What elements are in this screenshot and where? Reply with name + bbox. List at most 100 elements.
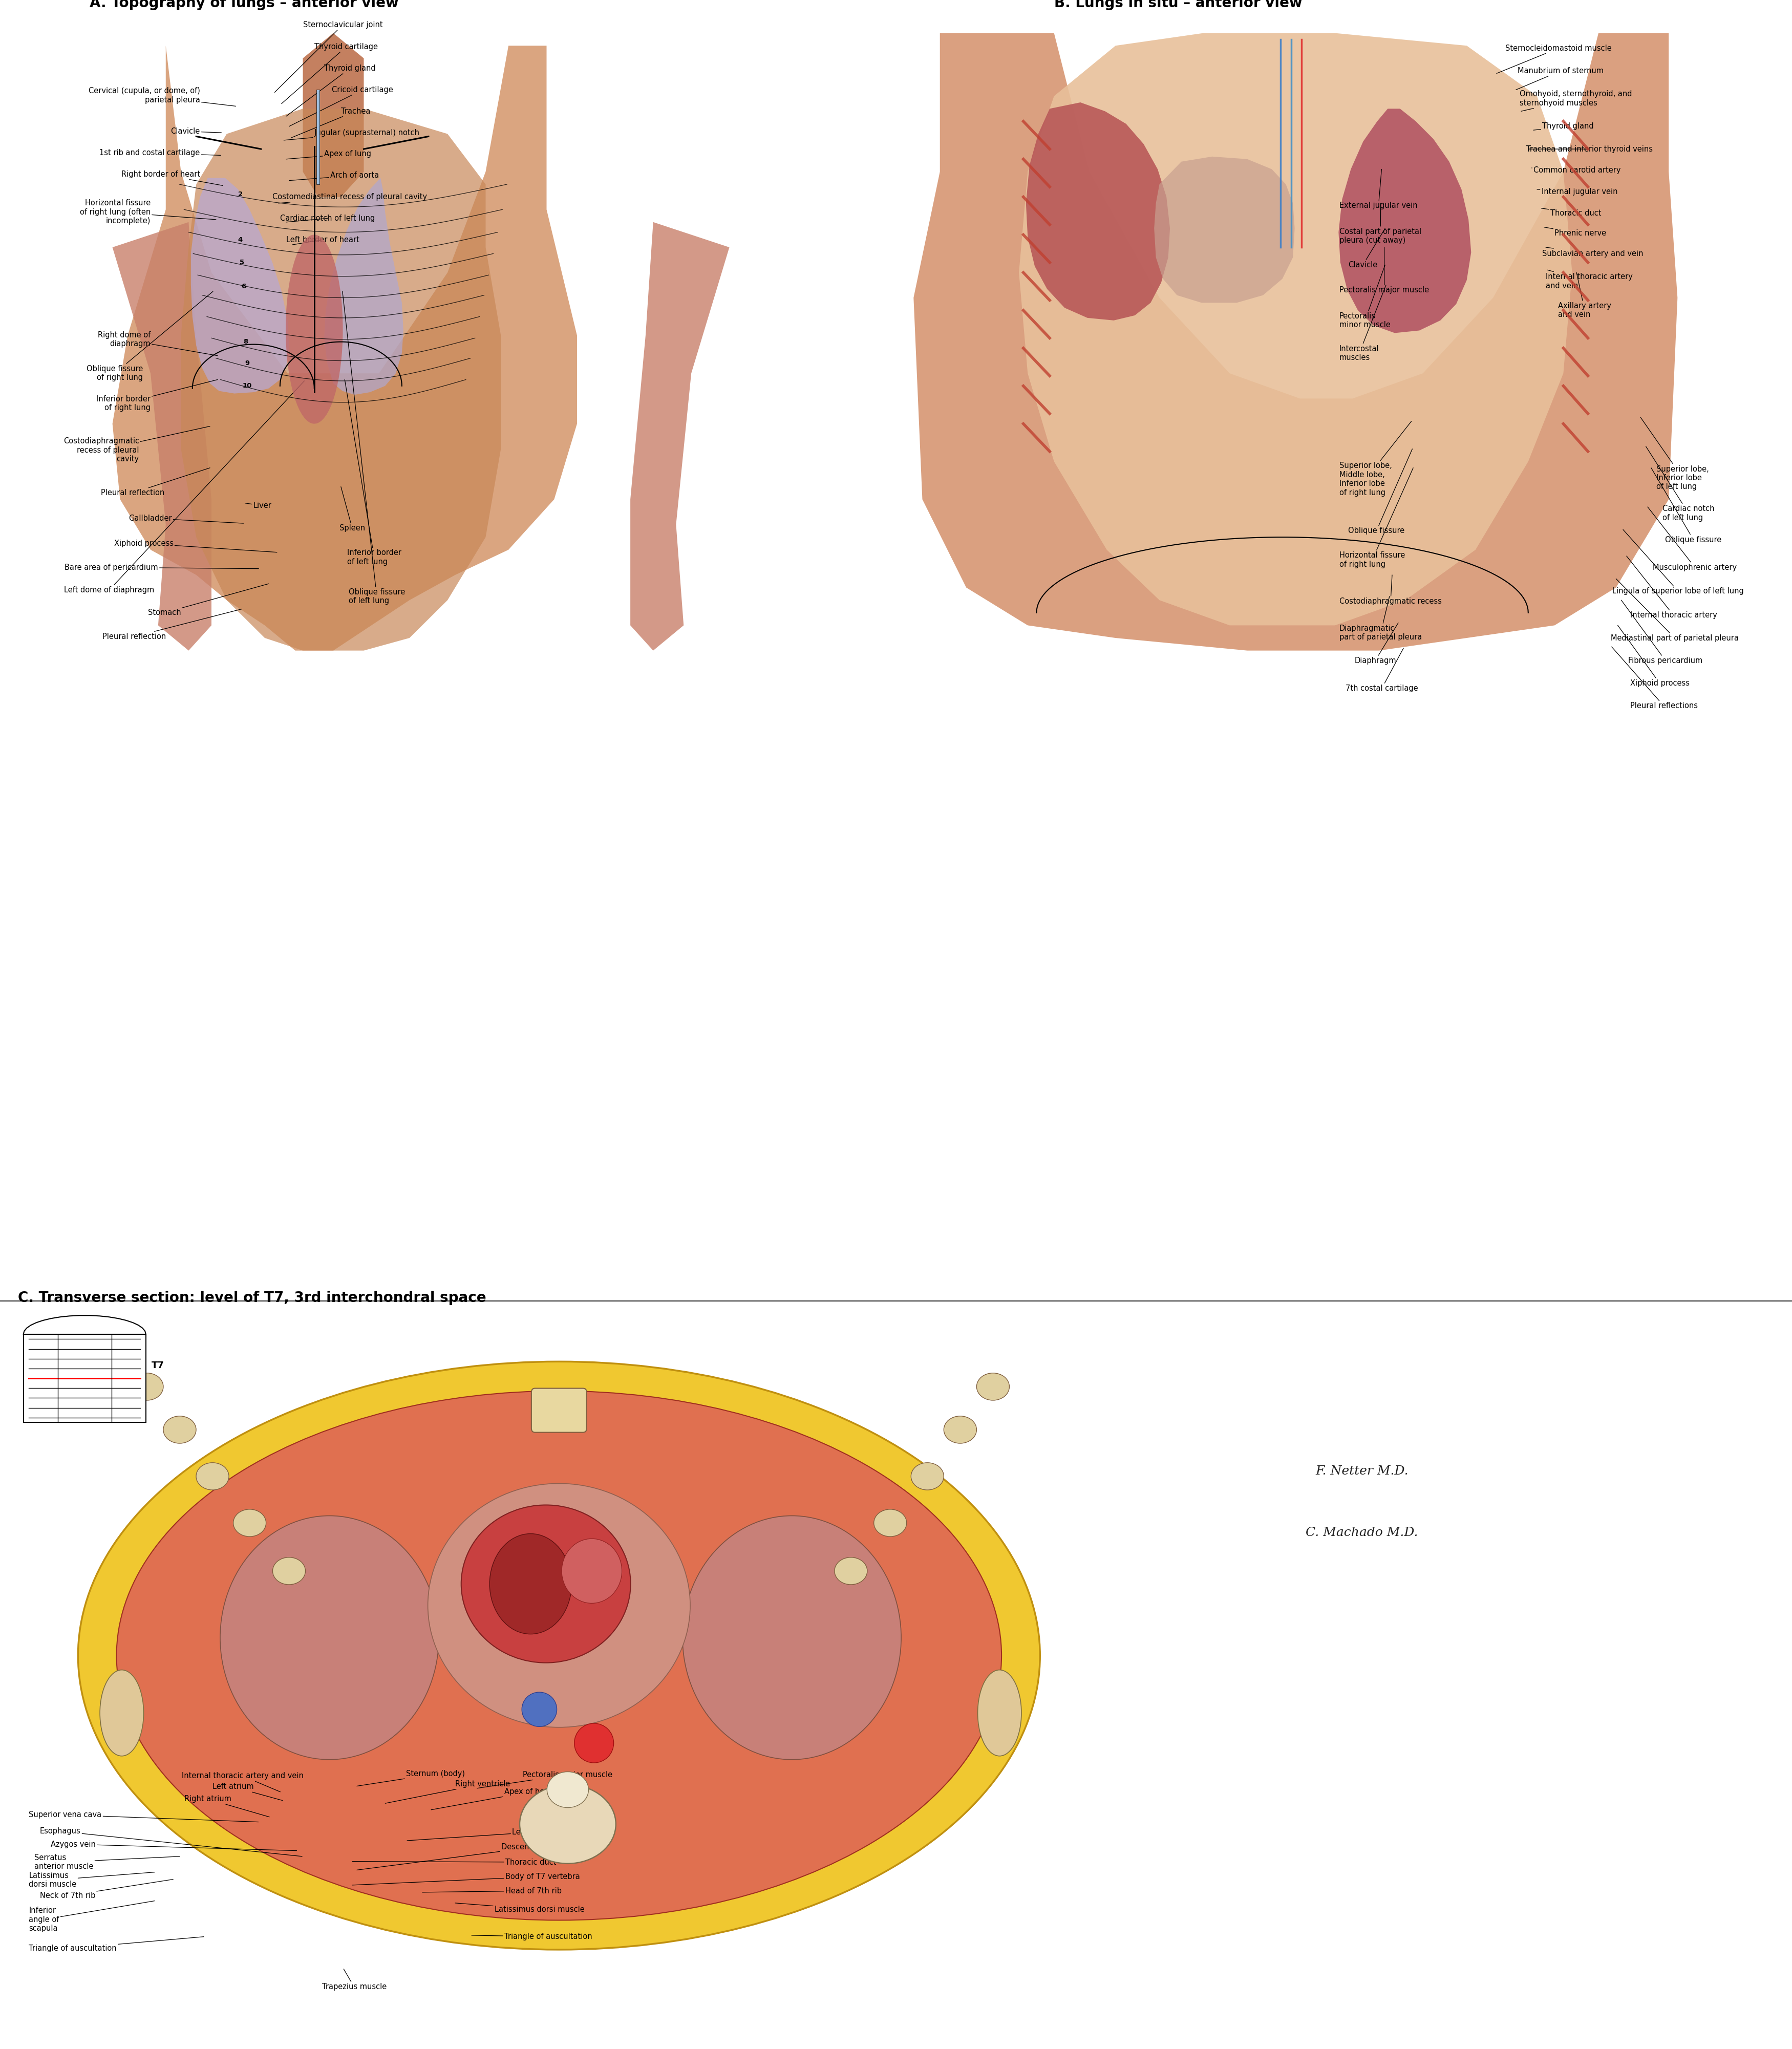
Text: F. Netter M.D.: F. Netter M.D. (1315, 1465, 1409, 1477)
Text: A. Topography of lungs – anterior view: A. Topography of lungs – anterior view (90, 0, 398, 10)
Text: C. Machado M.D.: C. Machado M.D. (1306, 1527, 1417, 1539)
Text: 5: 5 (240, 258, 244, 266)
Bar (317, 90, 319, 184)
Text: Pectoralis
minor muscle: Pectoralis minor muscle (1339, 264, 1391, 328)
Text: Bare area of pericardium: Bare area of pericardium (65, 563, 258, 572)
Ellipse shape (835, 1557, 867, 1584)
Text: 10: 10 (242, 383, 253, 389)
Text: Internal thoracic artery: Internal thoracic artery (1627, 555, 1717, 619)
Text: Common carotid artery: Common carotid artery (1532, 166, 1620, 174)
Text: Costal part of parietal
pleura (cut away): Costal part of parietal pleura (cut away… (1339, 203, 1421, 244)
Polygon shape (113, 221, 211, 652)
Text: Superior vena cava: Superior vena cava (29, 1811, 258, 1822)
Text: 7th costal cartilage: 7th costal cartilage (1346, 647, 1417, 693)
Ellipse shape (944, 1416, 977, 1442)
Polygon shape (303, 33, 364, 197)
Text: 6: 6 (242, 283, 246, 289)
Text: External jugular vein: External jugular vein (1339, 170, 1417, 209)
Text: Xiphoid process: Xiphoid process (115, 539, 278, 553)
Text: Diaphragmatic
part of parietal pleura: Diaphragmatic part of parietal pleura (1339, 596, 1423, 641)
Text: Internal thoracic artery
and vein: Internal thoracic artery and vein (1546, 270, 1633, 289)
Text: Trachea and inferior thyroid veins: Trachea and inferior thyroid veins (1527, 145, 1652, 154)
Ellipse shape (683, 1516, 901, 1760)
Text: Horizontal fissure
of right lung: Horizontal fissure of right lung (1339, 467, 1414, 568)
Text: Cervical (cupula, or dome, of)
parietal pleura: Cervical (cupula, or dome, of) parietal … (88, 88, 237, 107)
Text: Thyroid gland: Thyroid gland (1534, 123, 1593, 131)
Text: Latissimus
dorsi muscle: Latissimus dorsi muscle (29, 1873, 154, 1889)
Text: Neck of 7th rib: Neck of 7th rib (39, 1879, 174, 1899)
Text: Pectoralis major muscle: Pectoralis major muscle (1339, 248, 1428, 293)
Text: Body of T7 vertebra: Body of T7 vertebra (353, 1873, 581, 1885)
Ellipse shape (79, 1361, 1039, 1951)
Text: Stomach: Stomach (149, 584, 269, 617)
Ellipse shape (116, 1391, 1002, 1920)
Text: 1st rib and costal cartilage: 1st rib and costal cartilage (100, 150, 220, 156)
Text: Superior lobe,
Inferior lobe
of left lung: Superior lobe, Inferior lobe of left lun… (1641, 418, 1710, 490)
Text: Sternocleidomastoid muscle: Sternocleidomastoid muscle (1496, 45, 1611, 74)
Ellipse shape (272, 1557, 305, 1584)
Text: B. Lungs in situ – anterior view: B. Lungs in situ – anterior view (1054, 0, 1303, 10)
Text: Trachea: Trachea (292, 107, 371, 137)
Ellipse shape (461, 1504, 631, 1664)
Text: Lingula of superior lobe of left lung: Lingula of superior lobe of left lung (1613, 529, 1744, 594)
Text: Subclavian artery and vein: Subclavian artery and vein (1543, 248, 1643, 258)
Polygon shape (1339, 109, 1471, 334)
Text: 8: 8 (244, 338, 247, 344)
Text: Internal jugular vein: Internal jugular vein (1538, 189, 1618, 197)
Text: Horizontal fissure
of right lung (often
incomplete): Horizontal fissure of right lung (often … (81, 199, 217, 225)
Text: Left ventricle: Left ventricle (407, 1828, 561, 1840)
Text: Latissimus dorsi muscle: Latissimus dorsi muscle (455, 1904, 584, 1914)
Text: Thoracic duct: Thoracic duct (1541, 209, 1600, 217)
Text: Azygos vein: Azygos vein (50, 1840, 297, 1850)
Text: Inferior
angle of
scapula: Inferior angle of scapula (29, 1901, 154, 1932)
Ellipse shape (428, 1483, 690, 1727)
Text: Pleural reflection: Pleural reflection (102, 609, 242, 641)
Ellipse shape (910, 1463, 944, 1490)
Text: Left dome of diaphragm: Left dome of diaphragm (65, 381, 305, 594)
Text: Head of 7th rib: Head of 7th rib (423, 1887, 561, 1895)
Text: 4: 4 (238, 236, 242, 244)
Text: Thyroid gland: Thyroid gland (287, 64, 376, 117)
Text: Clavicle: Clavicle (170, 127, 222, 135)
Text: Diaphragm: Diaphragm (1355, 623, 1398, 664)
Polygon shape (181, 109, 502, 652)
Text: Cricoid cartilage: Cricoid cartilage (289, 86, 392, 127)
Text: Omohyoid, sternothyroid, and
sternohyoid muscles: Omohyoid, sternothyroid, and sternohyoid… (1520, 90, 1633, 111)
Text: Oblique fissure: Oblique fissure (1348, 449, 1412, 535)
Text: Triangle of auscultation: Triangle of auscultation (29, 1936, 204, 1953)
Text: Left border of heart: Left border of heart (287, 236, 358, 244)
Ellipse shape (561, 1539, 622, 1602)
Text: Pectoralis major muscle: Pectoralis major muscle (477, 1770, 613, 1789)
Text: Costodiaphragmatic recess: Costodiaphragmatic recess (1339, 576, 1443, 604)
Text: Sternum (body): Sternum (body) (357, 1770, 464, 1787)
Ellipse shape (547, 1772, 588, 1807)
Text: Fibrous pericardium: Fibrous pericardium (1622, 600, 1702, 664)
Polygon shape (914, 33, 1677, 652)
Text: Gallbladder: Gallbladder (129, 514, 244, 522)
Text: Cardiac notch of left lung: Cardiac notch of left lung (280, 215, 375, 221)
Ellipse shape (573, 1723, 613, 1762)
Text: Musculophrenic artery: Musculophrenic artery (1647, 506, 1736, 572)
Text: Arch of aorta: Arch of aorta (289, 172, 378, 180)
Ellipse shape (874, 1510, 907, 1537)
Text: Clavicle: Clavicle (1348, 227, 1385, 268)
Text: Costodiaphragmatic
recess of pleural
cavity: Costodiaphragmatic recess of pleural cav… (63, 426, 210, 463)
Text: Pleural reflections: Pleural reflections (1611, 647, 1697, 709)
Text: 2: 2 (238, 191, 242, 197)
Ellipse shape (520, 1785, 616, 1865)
Text: T7: T7 (151, 1361, 165, 1371)
Text: Costomediastinal recess of pleural cavity: Costomediastinal recess of pleural cavit… (272, 193, 426, 203)
Ellipse shape (521, 1692, 557, 1727)
Text: Mediastinal part of parietal pleura: Mediastinal part of parietal pleura (1611, 578, 1738, 641)
Text: Esophagus: Esophagus (39, 1828, 303, 1856)
Text: Cardiac notch
of left lung: Cardiac notch of left lung (1645, 447, 1715, 522)
Text: Superior lobe,
Middle lobe,
Inferior lobe
of right lung: Superior lobe, Middle lobe, Inferior lob… (1339, 422, 1412, 496)
Text: Triangle of auscultation: Triangle of auscultation (471, 1932, 591, 1940)
Text: Left atrium: Left atrium (213, 1783, 283, 1801)
Text: Oblique fissure
of left lung: Oblique fissure of left lung (342, 291, 405, 604)
Polygon shape (1027, 102, 1170, 320)
Text: Xiphoid process: Xiphoid process (1618, 625, 1690, 686)
Ellipse shape (978, 1670, 1021, 1756)
Polygon shape (324, 178, 403, 395)
Ellipse shape (195, 1463, 229, 1490)
